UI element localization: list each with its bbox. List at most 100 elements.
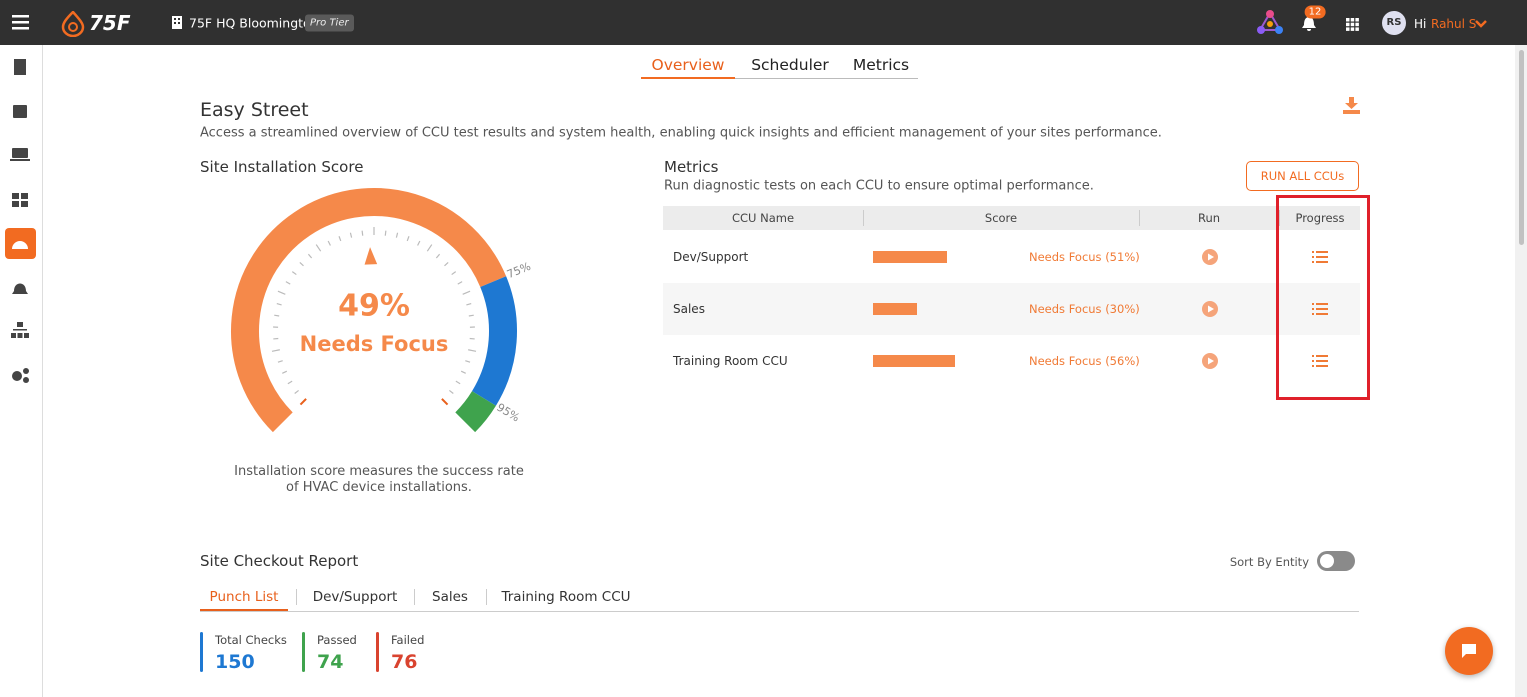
gauge-tick [468, 349, 477, 352]
active-subtab-indicator [200, 609, 288, 611]
gauge-heading: Site Installation Score [200, 158, 364, 176]
stat-bar [376, 632, 379, 672]
chat-button[interactable] [1445, 627, 1493, 675]
dashboard-icon[interactable] [12, 193, 28, 207]
sort-label: Sort By Entity [1229, 555, 1309, 569]
run-all-button[interactable]: RUN ALL CCUs [1246, 161, 1359, 191]
progress-button[interactable] [1312, 303, 1328, 315]
avatar[interactable]: RS [1382, 11, 1406, 35]
sort-toggle[interactable] [1317, 551, 1355, 571]
tier-badge: Pro Tier [305, 14, 354, 32]
menu-button[interactable] [12, 14, 30, 30]
ccu-name: Sales [673, 302, 705, 316]
gauge-segment [471, 276, 517, 406]
gauge-tick [457, 281, 463, 285]
gauge-tick [349, 232, 353, 238]
checkout-tab[interactable]: Training Room CCU [501, 589, 631, 605]
table-header [663, 206, 1360, 230]
apps-icon[interactable] [1257, 10, 1283, 36]
checkout-tab[interactable]: Punch List [209, 589, 279, 605]
schedule-icon[interactable] [13, 105, 27, 118]
hierarchy-icon[interactable] [11, 322, 29, 338]
bell-icon[interactable] [1302, 16, 1316, 32]
gauge-tick [315, 244, 322, 252]
gauge-tick [299, 398, 307, 406]
gauge-tick [338, 236, 342, 242]
gauge-tick [285, 281, 291, 285]
gauge-value: 49% [338, 288, 410, 324]
download-button[interactable] [1343, 97, 1360, 114]
progress-button[interactable] [1312, 251, 1328, 263]
gauge-tick [449, 389, 454, 394]
run-button[interactable] [1202, 353, 1218, 369]
score-bar [873, 355, 955, 367]
gauge-tick [462, 290, 471, 295]
gauge-tick [455, 380, 461, 385]
gauge-tick [274, 314, 280, 317]
column-divider [863, 210, 864, 226]
building-icon [172, 16, 182, 29]
tab[interactable]: Overview [651, 56, 725, 74]
tab-separator [296, 589, 297, 605]
gauge-tick [466, 303, 472, 306]
devices-icon[interactable] [12, 148, 28, 158]
user-name[interactable]: Rahul S [1431, 17, 1477, 31]
alerts-icon[interactable] [12, 283, 28, 295]
ccu-name: Dev/Support [673, 250, 749, 264]
column-divider [1139, 210, 1140, 226]
gauge-tick [299, 262, 304, 267]
metrics-description: Run diagnostic tests on each CCU to ensu… [664, 178, 1094, 194]
gauge-tick [426, 244, 433, 252]
scrollbar[interactable] [1515, 45, 1527, 697]
gauge-segment [231, 188, 507, 433]
checkout-tabs-line [200, 611, 1359, 612]
threshold-label: 95% [494, 401, 522, 425]
tab-separator [486, 589, 487, 605]
row-background [663, 283, 1360, 335]
tab[interactable]: Scheduler [751, 56, 829, 74]
buildings-icon[interactable] [14, 59, 26, 75]
gauge-segment [455, 390, 496, 433]
score-bar [873, 303, 917, 315]
stat-value: 74 [317, 651, 344, 673]
brand: 75F [89, 11, 131, 35]
gauge-tick [277, 290, 286, 295]
stat-bar [200, 632, 203, 672]
chevron[interactable] [1475, 20, 1487, 28]
stat-label: Failed [391, 633, 425, 647]
gauge-tick [451, 271, 457, 276]
gauge: 75% 95% [231, 188, 533, 433]
gauge-tick [435, 253, 441, 259]
gauge-tick [441, 398, 449, 406]
gauge-tick [395, 232, 399, 238]
tab[interactable]: Metrics [852, 56, 910, 74]
grid-icon[interactable] [1346, 18, 1359, 31]
column-header: CCU Name [731, 211, 795, 225]
column-header: Score [984, 211, 1018, 225]
checkout-heading: Site Checkout Report [200, 552, 359, 570]
gauge-tick [271, 349, 280, 352]
checkout-tab[interactable]: Dev/Support [312, 589, 398, 605]
sidebar-icons [5, 59, 36, 383]
run-button[interactable] [1202, 301, 1218, 317]
gauge-tick [444, 262, 449, 267]
run-button[interactable] [1202, 249, 1218, 265]
progress-button[interactable] [1312, 355, 1328, 367]
active-tab-indicator [641, 77, 735, 79]
top-bar: 75F 75F HQ Bloomington Pro Tier 12 RS Hi… [0, 0, 1527, 45]
settings-icon[interactable] [12, 368, 29, 383]
gauge-tick [465, 360, 471, 363]
stat-label: Passed [317, 633, 357, 647]
score-label: Needs Focus (51%) [1029, 250, 1140, 264]
page-description: Access a streamlined overview of CCU tes… [200, 125, 1162, 141]
gauge-tick [460, 370, 466, 374]
site-name[interactable]: 75F HQ Bloomington [189, 15, 319, 31]
column-divider [1279, 210, 1280, 226]
gauge-tick [307, 253, 313, 259]
gauge-tick [384, 230, 387, 236]
gauge-pointer [364, 247, 378, 265]
scroll-thumb[interactable] [1519, 50, 1524, 245]
gauge-tick [291, 271, 297, 276]
gauge-tick [282, 370, 288, 374]
checkout-tab[interactable]: Sales [432, 589, 468, 605]
